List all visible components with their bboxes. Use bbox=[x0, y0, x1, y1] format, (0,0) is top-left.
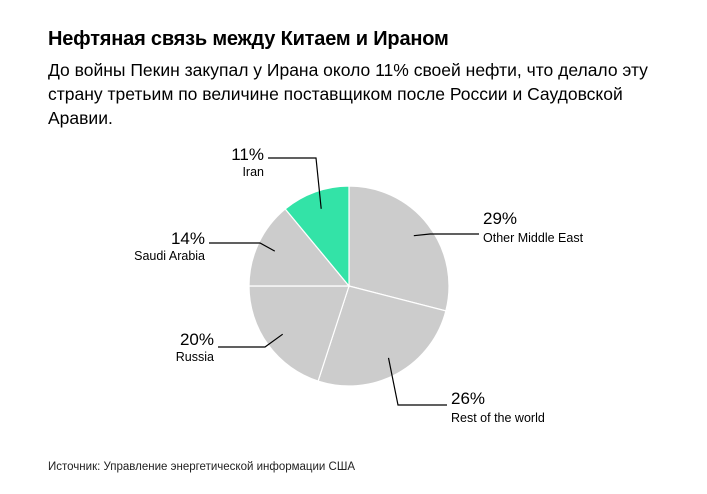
slice-label-iran: Iran bbox=[242, 165, 264, 179]
leader-line-iran bbox=[268, 157, 322, 209]
pie-slice-iran bbox=[284, 185, 350, 288]
chart-title: Нефтяная связь между Китаем и Ираном bbox=[48, 28, 449, 50]
pie-slices bbox=[248, 185, 450, 387]
pie-slice-rest-of-the-world bbox=[317, 285, 447, 387]
slice-value-label-iran: 11% bbox=[231, 145, 264, 164]
slice-value-label-saudi-arabia: 14% bbox=[171, 229, 205, 248]
slice-label-other-middle-east: Other Middle East bbox=[483, 231, 584, 245]
slice-value-label-rest-of-world: 26% bbox=[451, 389, 485, 408]
slice-label-saudi-arabia: Saudi Arabia bbox=[134, 249, 205, 263]
leader-line-rest-of-the-world bbox=[387, 357, 447, 406]
leader-line-russia bbox=[218, 333, 284, 348]
leader-lines bbox=[209, 157, 479, 406]
pie-slice-other-middle-east bbox=[348, 185, 450, 312]
leader-line-other-middle-east bbox=[413, 233, 479, 237]
chart-subtitle: До войны Пекин закупал у Ирана около 11%… bbox=[48, 60, 648, 128]
leader-line-saudi-arabia bbox=[209, 242, 276, 252]
slice-value-label-russia: 20% bbox=[180, 330, 214, 349]
slice-label-rest-of-world: Rest of the world bbox=[451, 411, 545, 425]
slice-value-label-other-middle-east: 29% bbox=[483, 209, 517, 228]
source-note: Источник: Управление энергетической инфо… bbox=[48, 461, 356, 473]
slice-label-russia: Russia bbox=[176, 350, 214, 364]
